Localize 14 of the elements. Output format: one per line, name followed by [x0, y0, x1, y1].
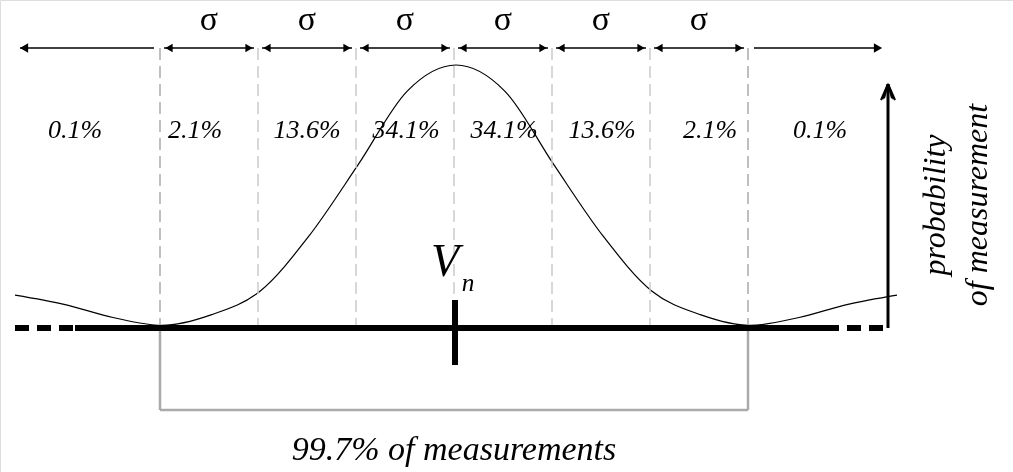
annotation: 2.1% [682, 115, 738, 144]
y-axis-title: probability of measurement [916, 102, 994, 307]
text: σ [199, 0, 219, 37]
annotation: 0.1% [47, 115, 103, 144]
text: σ [493, 0, 513, 37]
text: σ [689, 0, 709, 37]
annotation: 2.1% [167, 115, 223, 144]
annotation: 13.6% [568, 115, 636, 144]
annotation: 13.6% [273, 115, 341, 144]
annotation: 0.1% [792, 115, 848, 144]
text: σ [297, 0, 317, 37]
text: 99.7% of measurements [291, 430, 617, 467]
text: σ [591, 0, 611, 37]
text: σ [395, 0, 415, 37]
